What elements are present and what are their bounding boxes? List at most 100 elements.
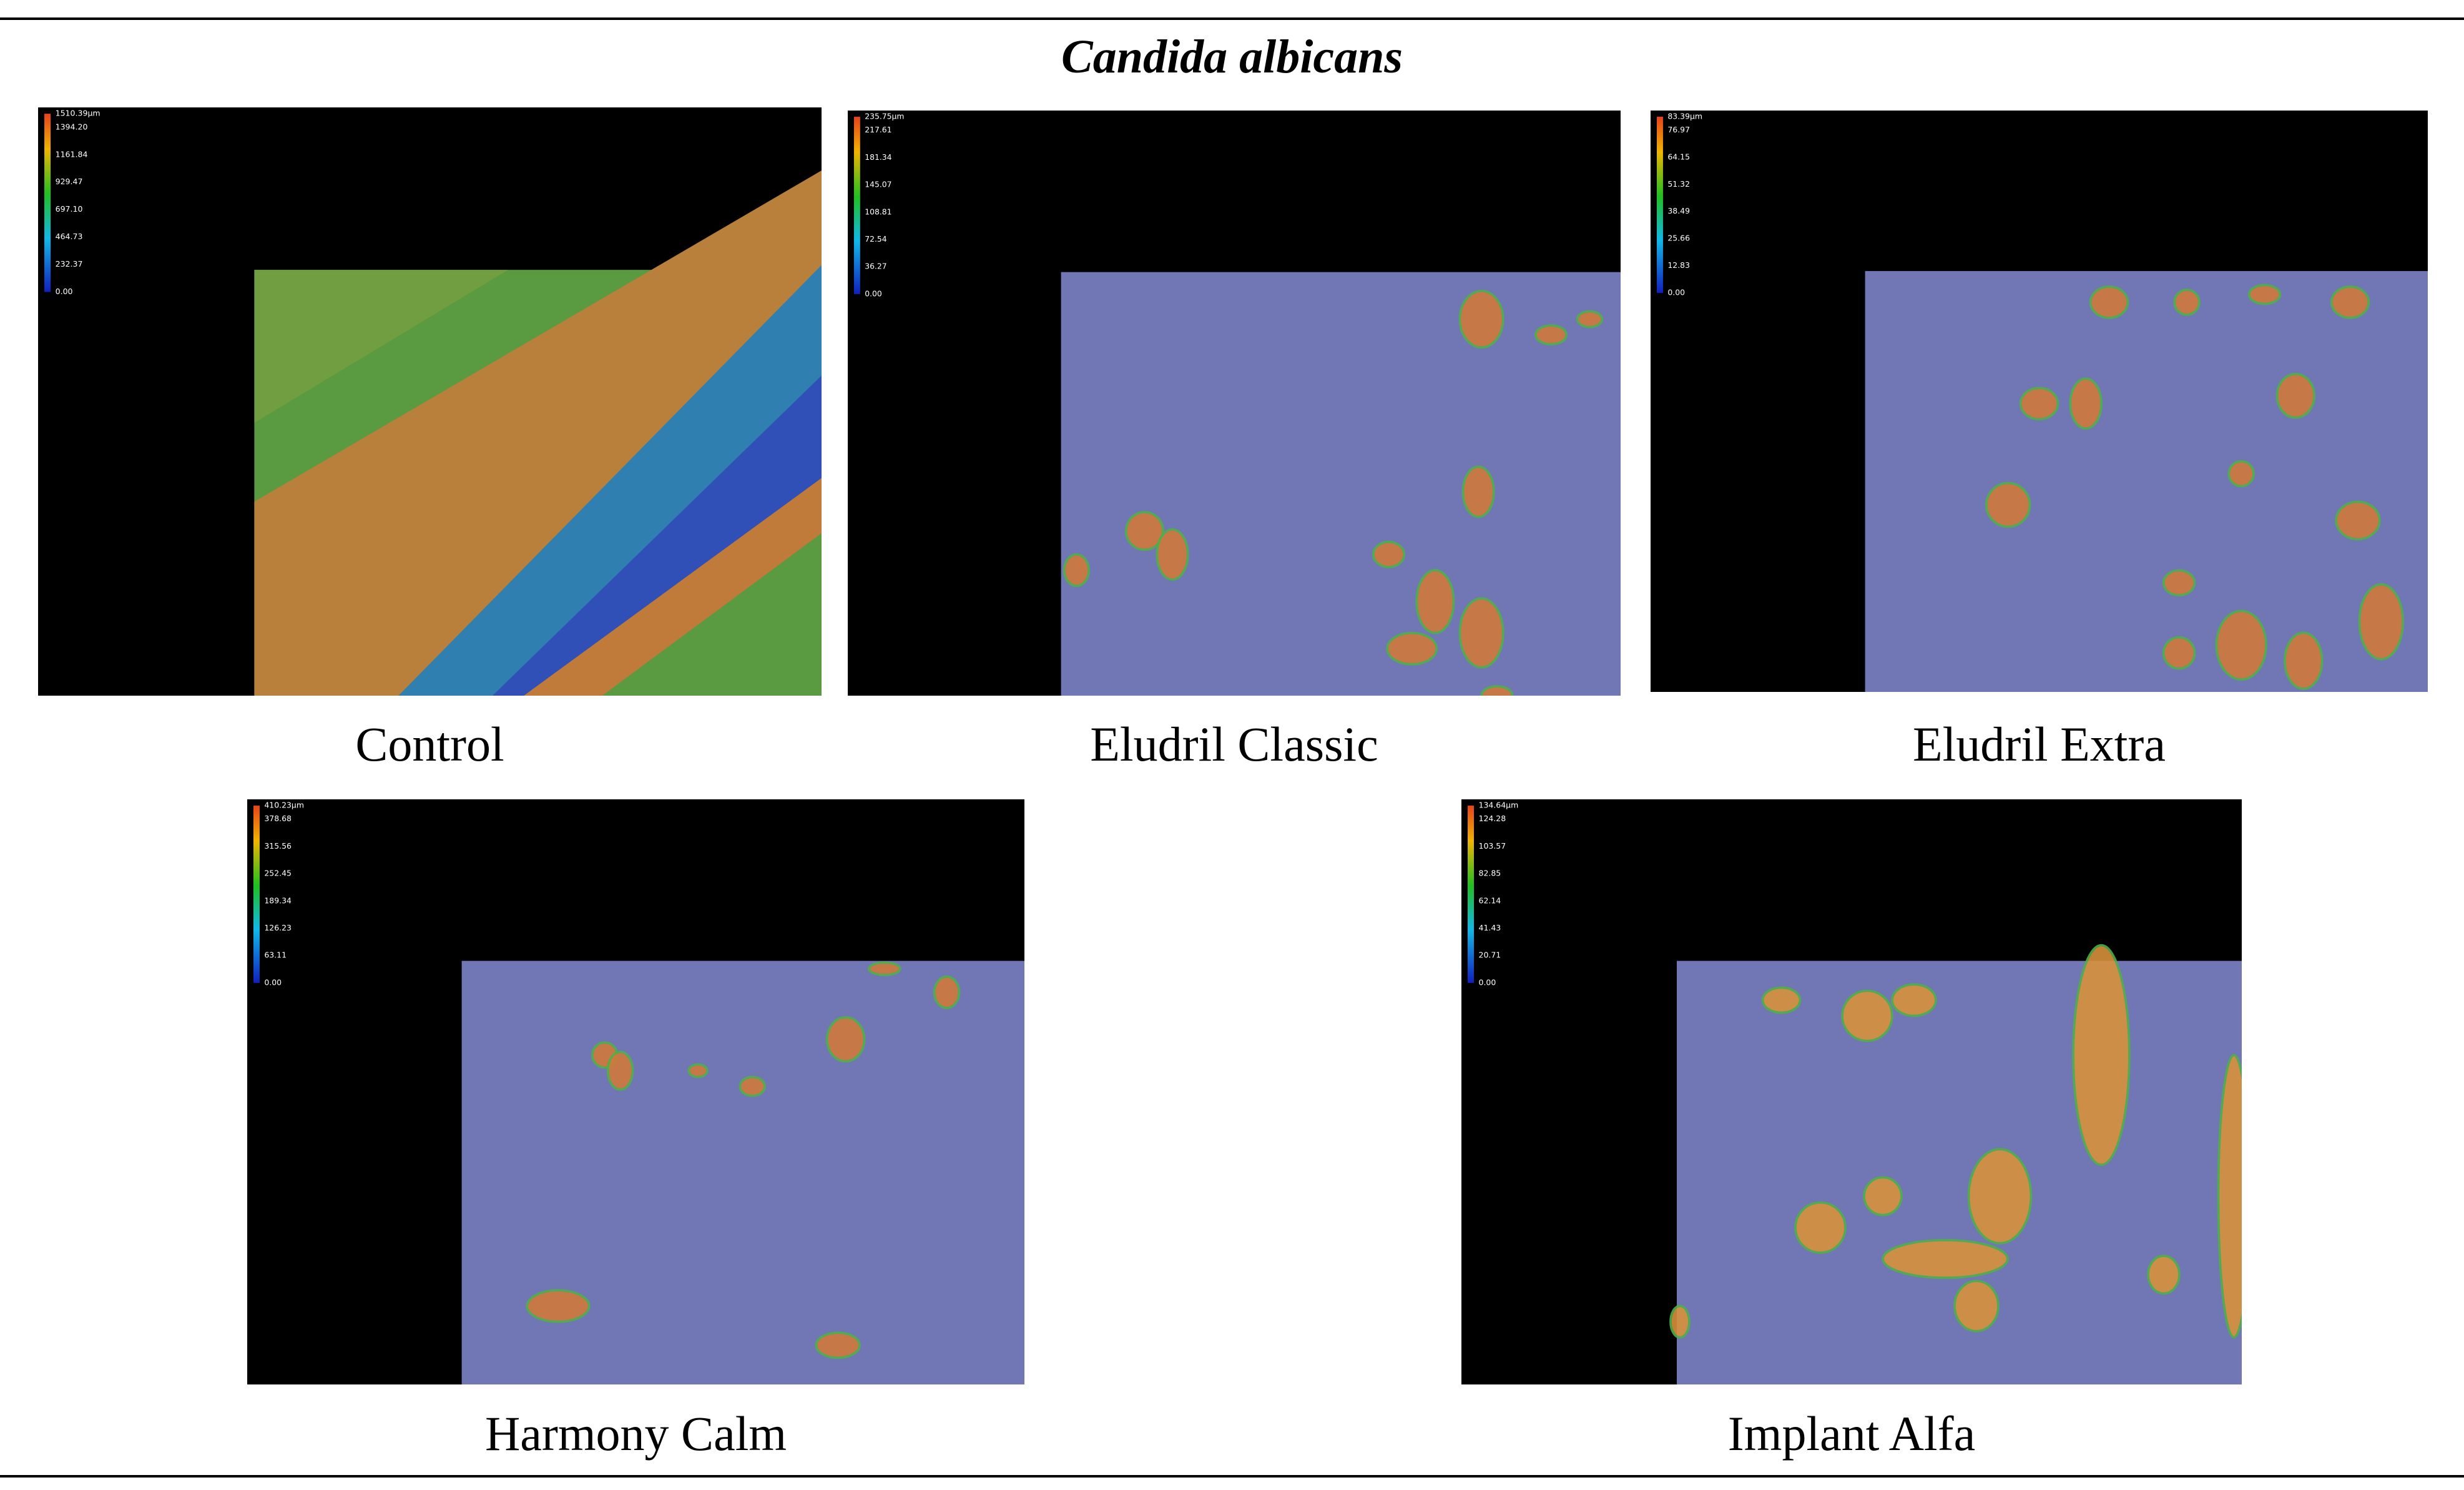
scale-label: 103.57	[1479, 841, 1506, 851]
scale-label: 63.11	[264, 950, 287, 960]
scale-label: 464.73	[56, 232, 83, 241]
biofilm-patch	[1415, 569, 1455, 634]
scale-label: 64.15	[1667, 152, 1690, 161]
scale-label: 181.34	[865, 152, 891, 162]
scale-label: 1510.39µm	[56, 109, 101, 118]
biofilm-patch	[1063, 553, 1091, 588]
scale-label: 83.39µm	[1667, 111, 1702, 121]
micrograph-panel: 410.23µm 378.68 315.56 252.45 189.34 126.23 63…	[247, 799, 1024, 1384]
biofilm-patch	[2019, 387, 2059, 421]
scale-label: 189.34	[264, 895, 292, 905]
scale-label: 62.14	[1479, 895, 1501, 905]
scale-label: 51.32	[1667, 179, 1690, 189]
biofilm-patch	[1794, 1201, 1847, 1254]
scale-label: 0.00	[56, 287, 73, 296]
biofilm-patch	[1953, 1280, 2000, 1333]
biofilm-patch	[2215, 609, 2267, 681]
scale-label: 76.97	[1667, 125, 1690, 134]
biofilm-patch	[868, 961, 901, 977]
scale-label: 232.37	[56, 259, 83, 269]
biofilm-patch	[1458, 597, 1504, 669]
biofilm-patch	[1841, 989, 1893, 1042]
biofilm-patch	[687, 1063, 709, 1078]
biofilm-patch	[2335, 500, 2381, 541]
biofilm-patch	[1882, 1239, 2009, 1280]
biofilm-patch	[815, 1331, 861, 1359]
micrograph-panel: 235.75µm 217.61 181.34 145.07 108.81 72.54 36.…	[848, 111, 1621, 696]
biofilm-patch	[2247, 284, 2282, 305]
scale-label: 36.27	[865, 262, 886, 271]
biofilm-patch	[2284, 631, 2324, 690]
bottom-rule	[0, 1475, 2464, 1478]
biofilm-patch	[1461, 465, 1495, 518]
scale-label: 12.83	[1667, 260, 1690, 270]
micrograph: 83.39µm 76.97 64.15 51.32 38.49 25.66 12.83 0.0…	[1651, 111, 2428, 692]
scale-label: 0.00	[1667, 288, 1685, 297]
figure-title: Candida albicans	[1061, 31, 1403, 83]
biofilm-patch	[2162, 569, 2196, 597]
colorbar	[253, 806, 260, 983]
biofilm-patch	[1985, 481, 2031, 528]
biofilm-patch	[1891, 983, 1937, 1017]
biofilm-patch	[1124, 511, 1164, 551]
biofilm-patch	[2275, 372, 2316, 419]
biofilm-patch	[2089, 285, 2129, 319]
biofilm-patch	[1576, 310, 1604, 328]
micrograph: 235.75µm 217.61 181.34 145.07 108.81 72.54 36.…	[848, 111, 1621, 696]
micrograph: 1510.39µm 1394.20 1161.84 929.47 697.10 464.7…	[38, 107, 822, 696]
scale-label: 108.81	[865, 207, 891, 216]
biofilm-patch	[2330, 285, 2370, 319]
biofilm-patch	[1967, 1148, 2033, 1245]
micrograph: 134.64µm 124.28 103.57 82.85 62.14 41.43 20.71…	[1461, 799, 2242, 1384]
panel-caption: Eludril Classic	[1090, 717, 1378, 771]
scale-label: 315.56	[264, 841, 292, 851]
biofilm-patch	[526, 1289, 591, 1323]
scale-label: 82.85	[1479, 869, 1501, 878]
panel-caption: Implant Alfa	[1727, 1406, 1976, 1461]
scale-label: 41.43	[1479, 923, 1501, 932]
biofilm-patch	[2227, 460, 2255, 488]
colorbar	[44, 114, 51, 292]
biofilm-patch	[1863, 1176, 1903, 1216]
biofilm-patch	[606, 1050, 634, 1091]
biofilm-patch	[2069, 377, 2103, 430]
scale-label: 0.00	[264, 977, 282, 987]
scale-label: 145.07	[865, 180, 891, 189]
biofilm-patch	[1480, 685, 1514, 696]
scale-label: 20.71	[1479, 950, 1501, 960]
scale-label: 38.49	[1667, 206, 1690, 215]
biofilm-patch	[1372, 540, 1406, 568]
scale-label: 217.61	[865, 125, 891, 134]
panel-caption: Control	[355, 717, 504, 771]
biofilm-patch	[2358, 583, 2405, 661]
scale-label: 1161.84	[56, 149, 88, 159]
scale-label: 1394.20	[56, 122, 88, 131]
micrograph-panel: 83.39µm 76.97 64.15 51.32 38.49 25.66 12.83 0.0…	[1651, 111, 2428, 692]
scale-label: 72.54	[865, 234, 887, 244]
biofilm-patch	[1458, 290, 1504, 349]
scale-label: 0.00	[865, 289, 882, 298]
scale-label: 0.00	[1479, 977, 1496, 987]
scale-label: 410.23µm	[264, 801, 304, 810]
biofilm-patch	[2147, 1255, 2181, 1295]
biofilm-patch	[1669, 1305, 1691, 1339]
scale-label: 134.64µm	[1479, 801, 1519, 810]
biofilm-patch	[739, 1075, 767, 1097]
panel-caption: Eludril Extra	[1912, 717, 2166, 771]
scale-label: 25.66	[1667, 234, 1690, 243]
biofilm-patch	[2072, 944, 2131, 1167]
biofilm-patch	[1386, 631, 1438, 666]
scale-label: 929.47	[56, 177, 83, 186]
biofilm-patch	[933, 975, 961, 1009]
biofilm-patch	[1534, 324, 1568, 346]
colorbar	[1468, 806, 1474, 983]
scale-label: 235.75µm	[865, 111, 904, 121]
surface-band	[254, 170, 822, 696]
top-rule	[0, 17, 2464, 20]
scale-label: 378.68	[264, 814, 292, 823]
micrograph-panel: 1510.39µm 1394.20 1161.84 929.47 697.10 464.7…	[38, 107, 822, 696]
panel-caption: Harmony Calm	[484, 1406, 787, 1461]
colorbar	[1656, 116, 1663, 294]
biofilm-patch	[825, 1016, 866, 1063]
